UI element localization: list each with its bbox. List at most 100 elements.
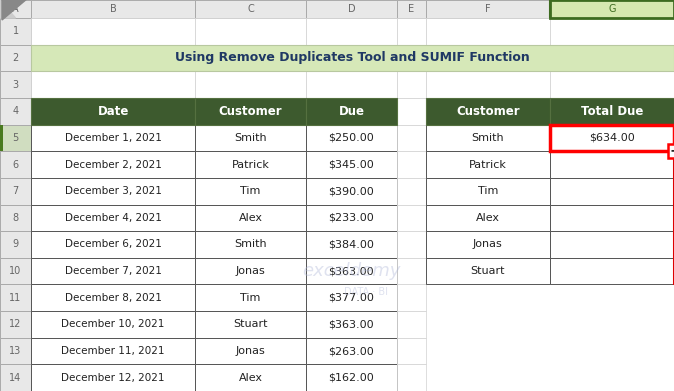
Bar [306,0,397,18]
Text: +: + [669,144,674,158]
Text: December 10, 2021: December 10, 2021 [61,319,164,329]
Text: $634.00: $634.00 [589,133,635,143]
Text: Using Remove Duplicates Tool and SUMIF Function: Using Remove Duplicates Tool and SUMIF F… [175,52,530,65]
Bar [31,364,195,391]
Text: Alex: Alex [476,213,499,223]
Bar [397,71,426,98]
Bar [397,151,426,178]
Bar [397,311,426,338]
Bar [306,204,397,231]
Bar [668,144,674,158]
Text: Smith: Smith [235,239,267,249]
Text: Stuart: Stuart [233,319,268,329]
Text: Stuart: Stuart [470,266,505,276]
Bar [31,204,195,231]
Bar [550,231,674,258]
Bar [397,125,426,151]
Bar [550,98,674,125]
Bar [31,45,674,71]
Bar [426,125,550,151]
Bar [31,125,195,151]
Bar [397,204,426,231]
Text: December 8, 2021: December 8, 2021 [65,293,162,303]
Text: $263.00: $263.00 [328,346,374,356]
Bar [0,204,31,231]
Text: Tim: Tim [241,293,261,303]
Text: December 11, 2021: December 11, 2021 [61,346,165,356]
Text: exceldemy: exceldemy [302,262,400,280]
Text: Date: Date [97,105,129,118]
Text: $384.00: $384.00 [328,239,374,249]
Bar [31,71,195,98]
Bar [550,151,674,178]
Text: Jonas: Jonas [236,346,266,356]
Bar [426,204,550,231]
Bar [397,178,426,204]
Bar [397,18,426,45]
Bar [0,71,31,98]
Bar [31,0,195,18]
Text: $233.00: $233.00 [328,213,374,223]
Bar [0,125,31,151]
Text: Total Due: Total Due [581,105,643,118]
Bar [0,0,31,18]
Bar [550,125,674,151]
Bar [397,364,426,391]
Bar [0,311,31,338]
Polygon shape [0,0,16,18]
Bar [0,258,31,284]
Text: $363.00: $363.00 [329,319,374,329]
Polygon shape [2,0,28,20]
Bar [195,258,306,284]
Bar [0,284,31,311]
Bar [0,45,31,71]
Bar [397,284,426,311]
Text: 10: 10 [9,266,22,276]
Text: 11: 11 [9,293,22,303]
Text: Alex: Alex [239,213,263,223]
Text: 13: 13 [9,346,22,356]
Text: 6: 6 [12,160,19,170]
Bar [397,98,426,125]
Text: Alex: Alex [239,373,263,383]
Text: $162.00: $162.00 [328,373,374,383]
Text: 9: 9 [12,239,19,249]
Bar [195,125,306,151]
Text: $390.00: $390.00 [328,186,374,196]
Text: $377.00: $377.00 [328,293,374,303]
Bar [195,18,306,45]
Text: December 7, 2021: December 7, 2021 [65,266,162,276]
Text: 1: 1 [12,26,19,36]
Bar [426,98,550,125]
Bar [195,338,306,364]
Bar [0,98,31,125]
Text: DATA · BI: DATA · BI [344,287,388,298]
Text: 4: 4 [12,106,19,116]
Bar [426,258,550,284]
Text: Jonas: Jonas [473,239,503,249]
Bar [550,0,674,18]
Bar [426,0,550,18]
Bar [306,98,397,125]
Bar [426,151,550,178]
Bar [0,18,31,45]
Text: 7: 7 [12,186,19,196]
Text: December 6, 2021: December 6, 2021 [65,239,162,249]
Bar [195,311,306,338]
Bar [195,204,306,231]
Text: 14: 14 [9,373,22,383]
Bar [306,18,397,45]
Text: 2: 2 [12,53,19,63]
Bar [0,338,31,364]
Bar [550,178,674,204]
Text: 8: 8 [12,213,19,223]
Text: D: D [348,4,355,14]
Text: December 3, 2021: December 3, 2021 [65,186,162,196]
Text: G: G [608,4,615,14]
Bar [550,0,674,18]
Bar [306,231,397,258]
Bar [195,0,306,18]
Text: Smith: Smith [471,133,504,143]
Text: Smith: Smith [235,133,267,143]
Bar [306,338,397,364]
